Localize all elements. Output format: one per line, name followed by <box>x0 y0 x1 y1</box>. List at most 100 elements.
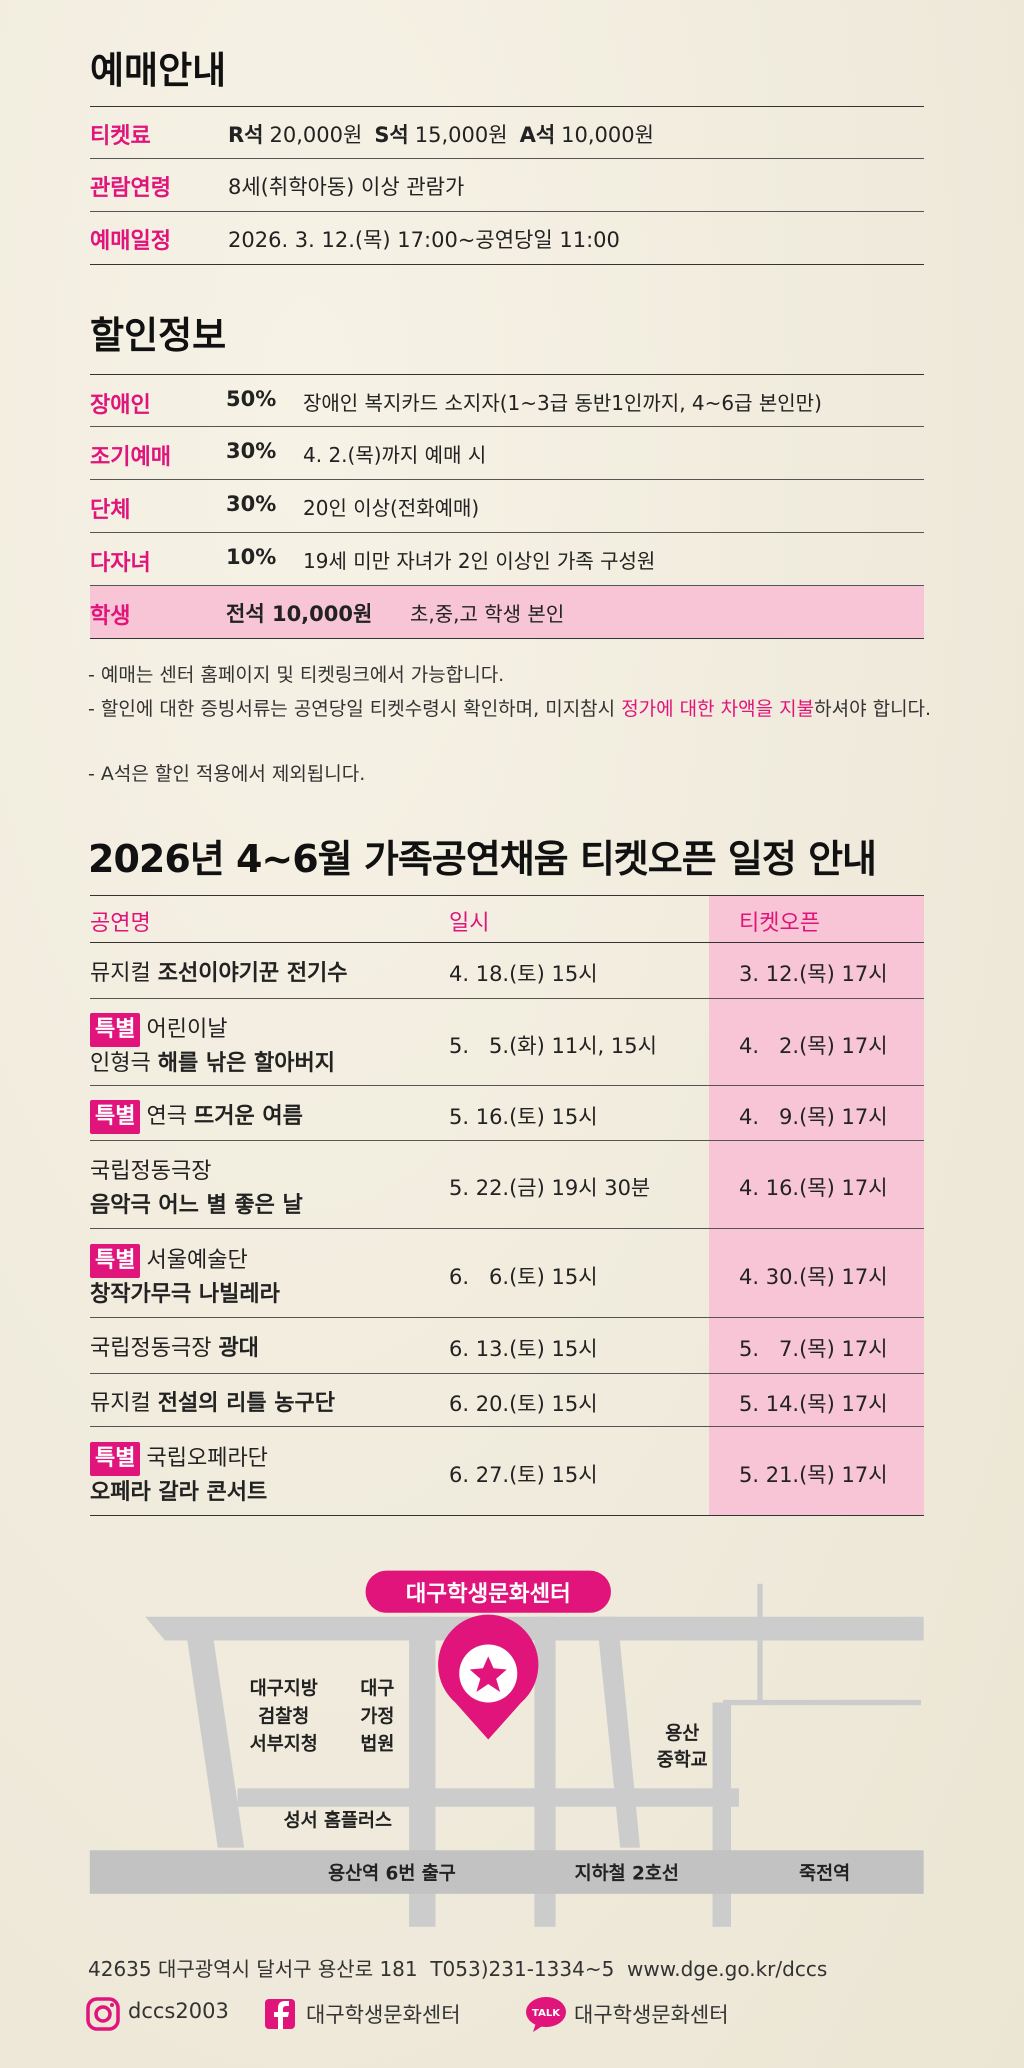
map-label: 성서 홈플러스 <box>284 1810 392 1832</box>
text: 서울예술단 <box>146 1247 248 1273</box>
note: - 할인에 대한 증빙서류는 공연당일 티켓수령시 확인하며, 미지참시 <box>88 698 622 720</box>
row-label: 학생 <box>90 598 130 630</box>
open: 4. 16.(목) 17시 <box>739 1172 888 1202</box>
line: 특별 연극 뜨거운 여름 <box>90 1099 303 1134</box>
date: 6. 20.(토) 15시 <box>449 1391 598 1416</box>
desc: 4. 2.(목)까지 예매 시 <box>303 439 486 468</box>
show-name: 뮤지컬 전설의 리틀 농구단 <box>90 1387 335 1421</box>
note: - 할인에 대한 증빙서류는 공연당일 티켓수령시 확인하며, 미지참시 정가에… <box>88 693 954 726</box>
address: 42635 대구광역시 달서구 용산로 181 T053)231-1334~5 … <box>88 1957 828 1981</box>
map-label: 중학교 <box>657 1749 708 1771</box>
desc: 초,중,고 학생 본인 <box>410 602 565 626</box>
line: 특별 서울예술단 <box>90 1243 280 1278</box>
title: 조선이야기꾼 전기수 <box>157 961 348 986</box>
kakao-icon: TALK <box>526 1997 566 2032</box>
show-name: 뮤지컬 조선이야기꾼 전기수 <box>90 957 348 991</box>
divider <box>90 1373 924 1374</box>
rate: 30% <box>226 439 276 463</box>
open-date: 4. 30.(목) 17시 <box>739 1264 888 1289</box>
header: 공연명 <box>90 905 151 937</box>
line: 뮤지컬 전설의 리틀 농구단 <box>90 1387 335 1421</box>
row-label: 장애인 <box>90 387 151 419</box>
divider <box>90 264 924 265</box>
text: 국립정동극장 <box>90 1336 219 1361</box>
row-label: 티켓료 <box>90 118 151 150</box>
divider <box>90 585 924 586</box>
text: 인형극 <box>90 1050 158 1076</box>
map-label: 대구 <box>360 1679 394 1700</box>
date: 4. 18.(토) 15시 <box>449 958 598 988</box>
rate: 전석 10,000원 <box>226 598 372 628</box>
map-label: 죽전역 <box>799 1863 850 1884</box>
divider <box>90 106 924 107</box>
text: 뮤지컬 <box>90 961 158 986</box>
map-label: 서부지청 <box>250 1734 318 1755</box>
date: 5. 16.(토) 15시 <box>449 1101 598 1131</box>
rate: 30% <box>226 492 276 516</box>
section-title: 할인정보 <box>90 314 227 357</box>
date: 6. 6.(토) 15시 <box>449 1261 598 1291</box>
line: 음악극 어느 별 좋은 날 <box>90 1189 303 1223</box>
line: 창작가무극 나빌레라 <box>90 1278 280 1312</box>
facebook: 대구학생문화센터 <box>306 1999 461 2029</box>
map-label: 가정 <box>360 1706 394 1727</box>
divider <box>90 1515 924 1516</box>
rate: 30% <box>226 492 277 516</box>
date: 6. 27.(토) 15시 <box>449 1462 598 1487</box>
line: 국립정동극장 <box>90 1155 303 1189</box>
divider <box>90 426 924 427</box>
row-label: 예매일정 <box>90 223 171 255</box>
rate: 전석 10,000원 <box>226 602 373 626</box>
map-label: 대구학생문화센터 <box>406 1581 571 1607</box>
divider <box>90 532 924 533</box>
title: 창작가무극 나빌레라 <box>90 1281 280 1307</box>
desc: 4. 2.(목)까지 예매 시 <box>303 443 487 467</box>
label: 단체 <box>90 498 131 523</box>
open-date: 4. 16.(목) 17시 <box>739 1176 888 1200</box>
text: 국립오페라단 <box>146 1445 268 1471</box>
date: 6. 20.(토) 15시 <box>449 1388 598 1418</box>
seat: S석 <box>374 123 409 147</box>
kakao: 대구학생문화센터 <box>574 1999 729 2029</box>
row-label: 단체 <box>90 492 130 524</box>
title: 해를 낚은 할아버지 <box>157 1050 335 1076</box>
open-date: 5. 7.(목) 17시 <box>739 1337 888 1361</box>
open: 4. 9.(목) 17시 <box>739 1101 888 1131</box>
highlight-row <box>90 585 924 638</box>
open-date: 5. 21.(목) 17시 <box>739 1462 888 1487</box>
column-header: 티켓오픈 <box>739 911 820 936</box>
show-name: 국립정동극장 음악극 어느 별 좋은 날 <box>90 1155 303 1223</box>
divider <box>90 211 924 212</box>
date: 5. 16.(토) 15시 <box>449 1104 598 1129</box>
note: - 예매는 센터 홈페이지 및 티켓링크에서 가능합니다. <box>88 664 505 686</box>
heading: 2026년 4~6월 가족공연채움 티켓오픈 일정 안내 <box>88 828 877 883</box>
address: 42635 대구광역시 달서구 용산로 181 T053)231-1334~5 … <box>88 1953 827 1982</box>
instagram-icon <box>86 1997 120 2031</box>
desc: 20인 이상(전화예매) <box>303 496 480 520</box>
rate: 30% <box>226 439 277 463</box>
line: 인형극 해를 낚은 할아버지 <box>90 1047 335 1081</box>
open-column <box>709 895 924 1515</box>
section-title: 2026년 4~6월 가족공연채움 티켓오픈 일정 안내 <box>88 837 877 881</box>
line: 오페라 갈라 콘서트 <box>90 1476 268 1510</box>
open-date: 3. 12.(목) 17시 <box>739 962 888 986</box>
open: 3. 12.(목) 17시 <box>739 958 888 988</box>
divider <box>90 1140 924 1141</box>
header: 일시 <box>449 905 489 937</box>
open: 5. 14.(목) 17시 <box>739 1388 888 1418</box>
divider <box>90 158 924 159</box>
date: 6. 6.(토) 15시 <box>449 1264 598 1289</box>
text: 뮤지컬 <box>90 1390 158 1416</box>
row-label: 다자녀 <box>90 545 151 577</box>
title: 광대 <box>218 1336 259 1361</box>
price: 10,000원 <box>561 123 654 147</box>
label: 티켓료 <box>90 124 151 149</box>
row-content: 8세(취학아동) 이상 관람가 <box>228 171 464 201</box>
rate: 10% <box>226 545 276 569</box>
label: 다자녀 <box>90 551 151 576</box>
divider <box>90 479 924 480</box>
desc: 20인 이상(전화예매) <box>303 492 479 521</box>
note: - A석은 할인 적용에서 제외됩니다. <box>88 763 366 785</box>
open: 4. 30.(목) 17시 <box>739 1261 888 1291</box>
